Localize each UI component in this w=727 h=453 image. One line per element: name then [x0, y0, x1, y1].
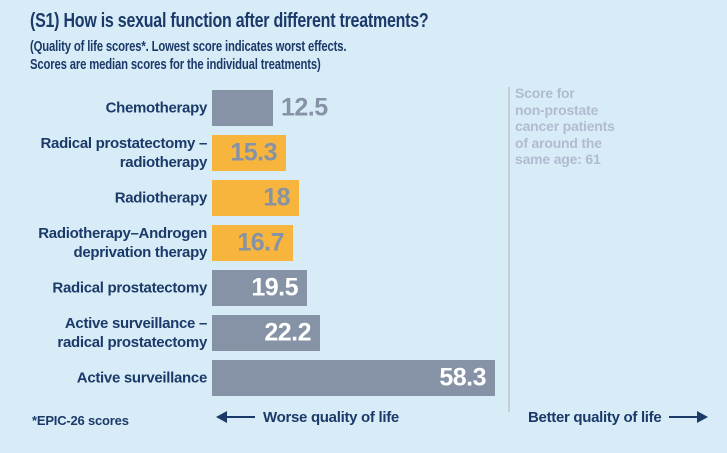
value-label: 22.2 — [264, 318, 311, 347]
long-left-arrow-icon — [216, 411, 255, 423]
page-title: (S1) How is sexual function after differ… — [30, 10, 429, 32]
chart-row: Radical prostatectomy 19.5 — [0, 270, 727, 306]
bar-orange: 18 — [212, 180, 299, 216]
category-label: Radiotherapy–Androgen deprivation therap… — [38, 225, 207, 261]
bar-gray: 58.3 — [212, 360, 495, 396]
bar-orange: 16.7 — [212, 225, 293, 261]
chart-row: Radical prostatectomy – radiotherapy 15.3 — [0, 135, 727, 171]
chart-row: Active surveillance 58.3 — [0, 360, 727, 396]
value-label: 15.3 — [230, 138, 277, 167]
chart-row: Radiotherapy–Androgen deprivation therap… — [0, 225, 727, 261]
worse-quality-axis-label: Worse quality of life — [215, 407, 399, 427]
value-label: 19.5 — [251, 273, 298, 302]
category-label: Radiotherapy — [114, 189, 208, 207]
category-label: Radical prostatectomy — [52, 279, 207, 297]
chart-row: Chemotherapy 12.5 — [0, 90, 727, 126]
chart-subtitle: (Quality of life scores*. Lowest score i… — [30, 39, 347, 73]
category-label: Active surveillance — [76, 369, 208, 387]
long-right-arrow-icon — [669, 411, 709, 423]
value-label: 18 — [263, 183, 290, 212]
worse-quality-text: Worse quality of life — [263, 408, 399, 426]
bar-gray — [212, 90, 273, 126]
value-label: 58.3 — [439, 363, 486, 392]
reference-line — [508, 87, 510, 412]
chart-row: Active surveillance – radical prostatect… — [0, 315, 727, 351]
footnote: *EPIC-26 scores — [32, 413, 129, 428]
value-label: 12.5 — [281, 93, 328, 122]
bar-orange: 15.3 — [212, 135, 286, 171]
bar-gray: 22.2 — [212, 315, 320, 351]
value-label: 16.7 — [237, 228, 284, 257]
better-quality-axis-label: Better quality of life — [528, 407, 709, 427]
category-label: Radical prostatectomy – radiotherapy — [40, 135, 208, 171]
chart-row: Radiotherapy 18 — [0, 180, 727, 216]
category-label: Chemotherapy — [105, 99, 208, 117]
category-label: Active surveillance – radical prostatect… — [57, 315, 207, 351]
bar-gray: 19.5 — [212, 270, 307, 306]
reference-note: Score for non-prostate cancer patients o… — [515, 85, 615, 167]
better-quality-text: Better quality of life — [528, 408, 662, 426]
